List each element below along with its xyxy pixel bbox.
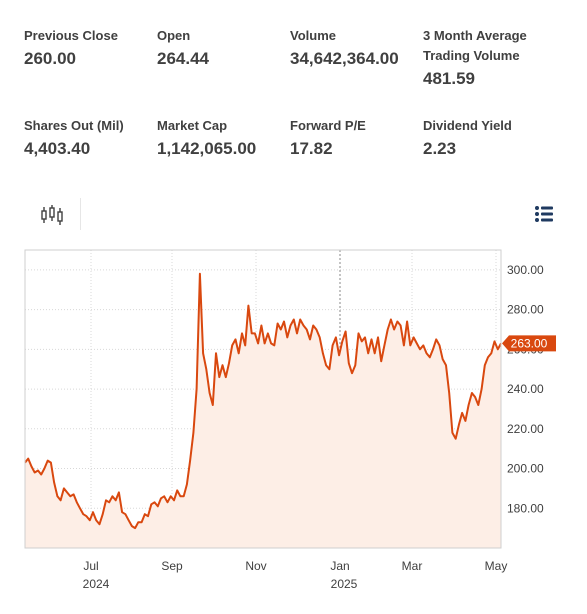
stat-label: Shares Out (Mil)	[24, 118, 124, 133]
x-tick-label: Jan	[330, 559, 349, 573]
plot-border	[24, 249, 502, 549]
last-value-label: 263.00	[511, 336, 548, 350]
x-year-label: 2025	[331, 577, 358, 591]
stat-value: 264.44	[157, 49, 209, 68]
x-tick-label: May	[485, 559, 508, 573]
x-tick-label: Nov	[245, 559, 266, 573]
stat-label: Open	[157, 28, 191, 43]
stat-label: Volume	[290, 28, 336, 43]
stat-previous-close: Previous Close 260.00	[24, 26, 154, 71]
y-tick-label: 280.00	[507, 303, 544, 317]
list-menu-icon	[535, 206, 553, 222]
price-chart[interactable]: 300.00280.00260.00240.00220.00200.00180.…	[0, 240, 587, 609]
price-line	[24, 272, 502, 530]
candlestick-icon	[41, 205, 63, 225]
x-tick-label: Sep	[161, 559, 183, 573]
stat-value: 481.59	[423, 69, 475, 88]
stat-label: Market Cap	[157, 118, 228, 133]
chart-menu-button[interactable]	[533, 203, 555, 225]
stat-dividend-yield: Dividend Yield 2.23	[423, 116, 553, 161]
price-chart-svg: 300.00280.00260.00240.00220.00200.00180.…	[24, 249, 556, 591]
stat-market-cap: Market Cap 1,142,065.00	[157, 116, 287, 161]
stat-label: Forward P/E	[290, 118, 366, 133]
stat-shares-out: Shares Out (Mil) 4,403.40	[24, 116, 154, 161]
chart-type-button[interactable]	[24, 198, 81, 230]
stat-label: 3 Month Average Trading Volume	[423, 28, 527, 63]
y-tick-label: 180.00	[507, 501, 544, 515]
stat-value: 4,403.40	[24, 139, 91, 158]
x-year-label: 2024	[83, 577, 110, 591]
price-area	[25, 273, 501, 548]
stat-label: Dividend Yield	[423, 118, 512, 133]
stat-value: 2.23	[423, 139, 457, 158]
stat-label: Previous Close	[24, 28, 118, 43]
stat-forward-pe: Forward P/E 17.82	[290, 116, 420, 161]
y-tick-label: 200.00	[507, 462, 544, 476]
y-tick-label: 220.00	[507, 422, 544, 436]
stat-open: Open 264.44	[157, 26, 287, 71]
stat-3-month-average-volume: 3 Month Average Trading Volume 481.59	[423, 26, 555, 91]
stat-value: 17.82	[290, 139, 333, 158]
x-tick-label: Mar	[402, 559, 423, 573]
y-tick-label: 240.00	[507, 382, 544, 396]
x-tick-label: Jul	[83, 559, 98, 573]
stat-value: 34,642,364.00	[290, 49, 399, 68]
stat-volume: Volume 34,642,364.00	[290, 26, 422, 71]
last-value-badge	[502, 335, 556, 352]
stat-value: 260.00	[24, 49, 76, 68]
stat-value: 1,142,065.00	[157, 139, 257, 158]
y-tick-label: 300.00	[507, 263, 544, 277]
